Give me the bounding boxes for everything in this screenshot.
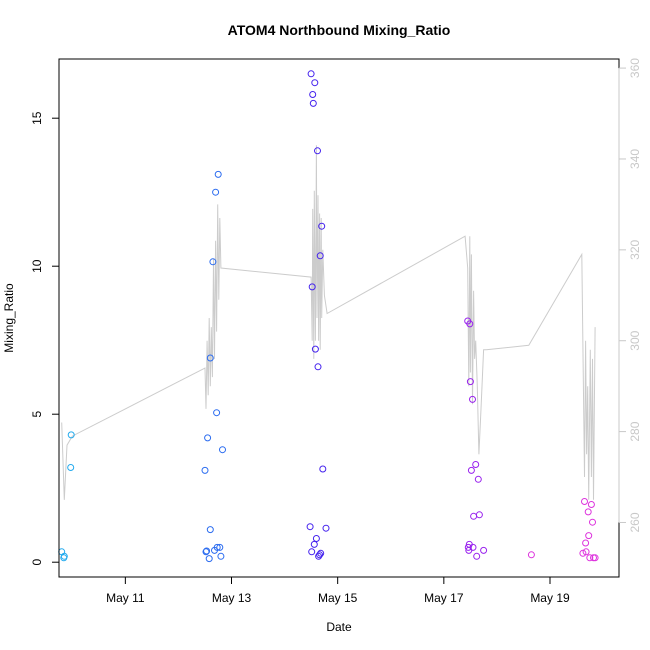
y-tick-label: 0 xyxy=(30,559,44,566)
data-point xyxy=(311,79,319,87)
y-tick-label: 10 xyxy=(30,259,44,273)
data-point xyxy=(464,543,472,551)
data-point xyxy=(60,552,68,560)
y2-tick-label: 260 xyxy=(628,512,642,532)
y-tick-label: 5 xyxy=(30,411,44,418)
x-axis: May 11 May 13 May 15 May 17 May 19 xyxy=(106,576,570,605)
data-point xyxy=(466,320,474,328)
data-point xyxy=(309,91,317,98)
data-point xyxy=(308,548,316,556)
chart-title: ATOM4 Northbound Mixing_Ratio xyxy=(228,22,451,38)
data-point xyxy=(474,475,482,483)
data-point xyxy=(469,543,477,551)
data-point xyxy=(216,543,224,551)
data-point xyxy=(309,99,317,107)
y2-tick-label: 320 xyxy=(628,240,642,260)
data-point xyxy=(311,345,319,353)
data-point xyxy=(322,524,330,532)
data-point xyxy=(579,549,587,557)
data-point xyxy=(67,464,75,471)
data-point xyxy=(206,526,214,534)
data-point xyxy=(589,518,596,526)
data-point xyxy=(213,543,221,551)
data-point xyxy=(473,552,481,560)
data-point xyxy=(213,409,221,417)
data-point xyxy=(202,548,210,556)
data-point xyxy=(582,539,590,547)
y2-tick-label: 280 xyxy=(628,421,642,441)
x-tick-label: May 17 xyxy=(424,591,464,605)
y2-tick-label: 340 xyxy=(628,149,642,169)
y2-tick-label: 360 xyxy=(628,58,642,78)
data-point xyxy=(206,354,214,362)
data-point xyxy=(581,498,588,505)
y2-axis: 260 280 300 320 340 360 xyxy=(618,58,642,532)
x-axis-label: Date xyxy=(326,620,352,634)
data-point xyxy=(314,147,321,155)
data-point xyxy=(469,395,476,403)
data-point xyxy=(203,547,211,555)
data-point xyxy=(316,252,324,260)
data-point xyxy=(467,466,475,474)
data-point xyxy=(591,554,599,562)
data-point xyxy=(308,283,316,291)
data-point xyxy=(306,523,314,531)
data-point xyxy=(204,434,212,442)
data-point xyxy=(317,549,325,557)
x-tick-label: May 19 xyxy=(530,591,570,605)
y-tick-label: 15 xyxy=(30,111,44,125)
data-point xyxy=(587,501,595,508)
data-point xyxy=(472,461,480,468)
data-point xyxy=(586,554,594,562)
data-point xyxy=(319,465,327,473)
data-point xyxy=(205,555,213,563)
data-point xyxy=(318,222,326,230)
y2-tick-label: 300 xyxy=(628,330,642,350)
y-axis: 0 5 10 15 xyxy=(30,111,60,566)
data-point xyxy=(212,188,220,196)
data-point xyxy=(307,70,315,78)
data-point xyxy=(214,170,222,178)
data-point xyxy=(219,446,226,454)
data-point xyxy=(527,551,535,559)
data-point xyxy=(314,363,322,371)
data-point xyxy=(316,551,324,559)
data-point xyxy=(585,532,593,540)
data-point xyxy=(480,546,488,554)
x-tick-label: May 11 xyxy=(106,591,145,605)
data-point xyxy=(209,258,217,266)
data-point xyxy=(466,378,474,386)
data-point xyxy=(475,511,483,519)
x-tick-label: May 15 xyxy=(318,591,358,605)
data-point xyxy=(217,552,225,560)
data-point xyxy=(582,548,590,556)
data-point xyxy=(312,535,320,542)
data-point xyxy=(584,508,592,516)
data-point xyxy=(67,431,75,439)
y-axis-label: Mixing_Ratio xyxy=(2,283,16,353)
data-point xyxy=(310,540,318,548)
points-layer xyxy=(58,70,599,563)
x-tick-label: May 13 xyxy=(212,591,252,605)
data-point xyxy=(201,466,209,474)
